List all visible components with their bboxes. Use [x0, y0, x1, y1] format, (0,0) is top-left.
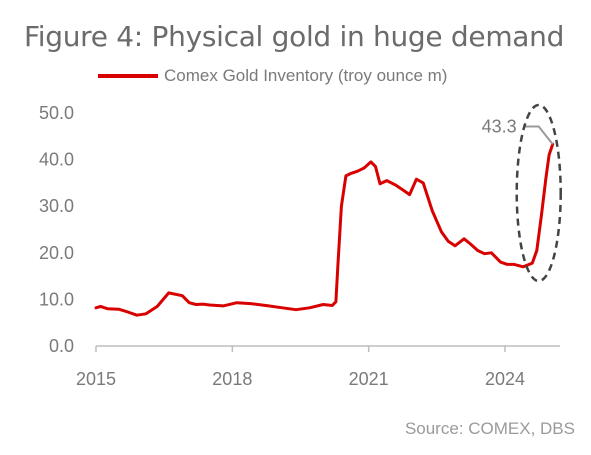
y-tick-label: 30.0: [39, 196, 74, 216]
legend-swatch: [98, 74, 158, 78]
chart-title: Figure 4: Physical gold in huge demand: [24, 20, 565, 53]
callout-line: [524, 125, 554, 145]
series-group: [94, 142, 555, 317]
y-tick-label: 40.0: [39, 150, 74, 170]
source-note: Source: COMEX, DBS: [404, 419, 575, 438]
axes: [95, 345, 560, 352]
y-tick-label: 50.0: [39, 103, 74, 123]
x-tick-label: 2018: [212, 369, 252, 389]
legend: Comex Gold Inventory (troy ounce m): [98, 66, 447, 86]
tick-labels: 2015 2018 2021 2024 0.0 10.0 20.0 30.0 40.0 50.0: [39, 103, 525, 389]
annotation-label: 43.3: [482, 117, 517, 137]
x-tick-label: 2021: [349, 369, 389, 389]
y-tick-label: 10.0: [39, 289, 74, 309]
annotation-group: 43.3: [482, 103, 562, 283]
y-tick-label: 20.0: [39, 243, 74, 263]
legend-label: Comex Gold Inventory (troy ounce m): [164, 66, 448, 85]
x-tick-label: 2024: [485, 369, 525, 389]
series-line: [94, 142, 555, 317]
highlight-ellipse: [515, 103, 562, 283]
y-tick-label: 0.0: [49, 336, 74, 356]
x-tick-label: 2015: [76, 369, 116, 389]
